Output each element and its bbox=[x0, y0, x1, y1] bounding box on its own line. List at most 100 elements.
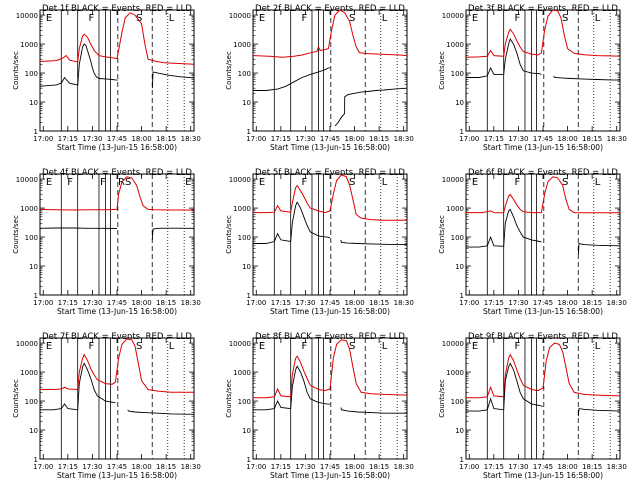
x-tick-label: 17:00 bbox=[33, 463, 53, 471]
x-tick-label: 18:30 bbox=[181, 135, 201, 143]
x-tick-label: 18:00 bbox=[557, 299, 577, 307]
y-axis-label: Counts/sec bbox=[12, 215, 20, 254]
events-series-line bbox=[466, 37, 620, 81]
segment-letter: L bbox=[169, 13, 175, 24]
events-series-line bbox=[466, 208, 620, 255]
segment-letter: S bbox=[349, 341, 355, 352]
x-tick-label: 17:45 bbox=[533, 463, 553, 471]
y-tick-label: 1 bbox=[247, 456, 251, 464]
x-tick-label: 17:30 bbox=[508, 463, 528, 471]
y-tick-label: 100 bbox=[238, 398, 251, 406]
x-tick-label: 17:30 bbox=[295, 135, 315, 143]
x-tick-label: 17:45 bbox=[320, 299, 340, 307]
lld-series-line bbox=[466, 176, 620, 214]
x-axis-label: Start Time (13-Jun-15 16:58:00) bbox=[270, 307, 390, 316]
y-tick-label: 10 bbox=[455, 263, 464, 271]
plot-frame bbox=[465, 337, 621, 460]
detector-panel: Det 7f BLACK = Events, RED = LLD 1 10 100 10… bbox=[12, 332, 201, 480]
events-series-line bbox=[40, 227, 194, 240]
x-tick-label: 17:15 bbox=[271, 299, 291, 307]
segment-letter: L bbox=[595, 13, 601, 24]
segment-letter: E bbox=[472, 341, 478, 352]
lld-series-line bbox=[40, 12, 194, 65]
y-axis-label: Counts/sec bbox=[438, 215, 446, 254]
x-axis-label: Start Time (13-Jun-15 16:58:00) bbox=[57, 307, 177, 316]
y-tick-label: 10000 bbox=[16, 12, 38, 20]
y-tick-label: 1 bbox=[34, 292, 38, 300]
x-tick-label: 17:00 bbox=[246, 299, 266, 307]
y-axis-label: Counts/sec bbox=[438, 51, 446, 90]
plot-frame bbox=[252, 173, 408, 296]
events-series-line bbox=[466, 362, 620, 417]
y-tick-label: 1000 bbox=[233, 369, 251, 377]
y-tick-label: 10000 bbox=[16, 176, 38, 184]
segment-letter: S bbox=[349, 177, 355, 188]
segment-letter: E bbox=[472, 177, 478, 188]
segment-letter: E bbox=[46, 341, 52, 352]
lld-series-line bbox=[253, 339, 407, 399]
x-axis-label: Start Time (13-Jun-15 16:58:00) bbox=[483, 307, 603, 316]
plot-title: Det 9f BLACK = Events, RED = LLD bbox=[468, 332, 618, 342]
y-tick-label: 10000 bbox=[16, 340, 38, 348]
segment-letter: S bbox=[136, 13, 142, 24]
y-tick-label: 1 bbox=[460, 128, 464, 136]
x-tick-label: 18:00 bbox=[557, 135, 577, 143]
y-tick-label: 10 bbox=[29, 99, 38, 107]
y-tick-label: 100 bbox=[25, 234, 38, 242]
segment-letter: F bbox=[302, 341, 308, 352]
y-tick-label: 10 bbox=[242, 99, 251, 107]
plot-title: Det 7f BLACK = Events, RED = LLD bbox=[42, 332, 192, 342]
y-tick-label: 100 bbox=[451, 398, 464, 406]
x-tick-label: 17:00 bbox=[459, 135, 479, 143]
plot-title: Det 8f BLACK = Events, RED = LLD bbox=[255, 332, 405, 342]
x-tick-label: 18:00 bbox=[131, 299, 151, 307]
x-tick-label: 17:30 bbox=[508, 135, 528, 143]
x-axis-label: Start Time (13-Jun-15 16:58:00) bbox=[483, 143, 603, 152]
plot-frame bbox=[39, 9, 195, 132]
segment-letter: E bbox=[472, 13, 478, 24]
detector-panel: Det 9f BLACK = Events, RED = LLD 1 10 100 10… bbox=[438, 332, 627, 480]
segment-letter: F bbox=[89, 341, 95, 352]
y-tick-label: 1000 bbox=[446, 41, 464, 49]
y-tick-label: 1 bbox=[247, 292, 251, 300]
x-tick-label: 18:15 bbox=[156, 135, 176, 143]
lld-series-line bbox=[466, 10, 620, 58]
x-tick-label: 18:30 bbox=[607, 135, 627, 143]
segment-letter: F bbox=[515, 177, 521, 188]
y-axis-label: Counts/sec bbox=[225, 215, 233, 254]
y-tick-label: 1000 bbox=[446, 369, 464, 377]
events-series-line bbox=[253, 201, 407, 246]
x-tick-label: 18:15 bbox=[582, 463, 602, 471]
events-series-line bbox=[253, 365, 407, 414]
lld-series-line bbox=[253, 174, 407, 221]
segment-letter: L bbox=[382, 13, 388, 24]
x-tick-label: 17:30 bbox=[295, 299, 315, 307]
segment-letter: S bbox=[349, 13, 355, 24]
detector-panel: Det 1f BLACK = Events, RED = LLD 1 10 100 10… bbox=[12, 4, 201, 152]
detector-panel: Det 5f BLACK = Events, RED = LLD 1 10 100 10… bbox=[225, 168, 414, 316]
x-tick-label: 17:30 bbox=[82, 463, 102, 471]
y-tick-label: 10000 bbox=[442, 340, 464, 348]
lld-series-line bbox=[466, 342, 620, 399]
x-tick-label: 18:15 bbox=[156, 299, 176, 307]
x-tick-label: 18:30 bbox=[394, 299, 414, 307]
y-tick-label: 1000 bbox=[20, 369, 38, 377]
y-axis-label: Counts/sec bbox=[438, 379, 446, 418]
x-tick-label: 18:15 bbox=[582, 135, 602, 143]
x-axis-label: Start Time (13-Jun-15 16:58:00) bbox=[270, 471, 390, 480]
x-tick-label: 18:30 bbox=[607, 463, 627, 471]
y-axis-label: Counts/sec bbox=[225, 51, 233, 90]
y-tick-label: 10 bbox=[242, 263, 251, 271]
detector-panel: Det 4f BLACK = Events, RED = LLD 1 10 100 10… bbox=[12, 168, 201, 316]
detector-panel: Det 3f BLACK = Events, RED = LLD 1 10 100 10… bbox=[438, 4, 627, 152]
x-tick-label: 18:00 bbox=[131, 135, 151, 143]
y-tick-label: 100 bbox=[238, 234, 251, 242]
segment-letter: F bbox=[302, 177, 308, 188]
plot-title: Det 4f BLACK = Events, RED = LLD bbox=[42, 168, 192, 178]
y-tick-label: 10000 bbox=[442, 176, 464, 184]
y-axis-label: Counts/sec bbox=[12, 51, 20, 90]
segment-letter: F bbox=[89, 13, 95, 24]
x-tick-label: 17:45 bbox=[320, 135, 340, 143]
y-tick-label: 10 bbox=[455, 99, 464, 107]
y-tick-label: 10 bbox=[29, 427, 38, 435]
